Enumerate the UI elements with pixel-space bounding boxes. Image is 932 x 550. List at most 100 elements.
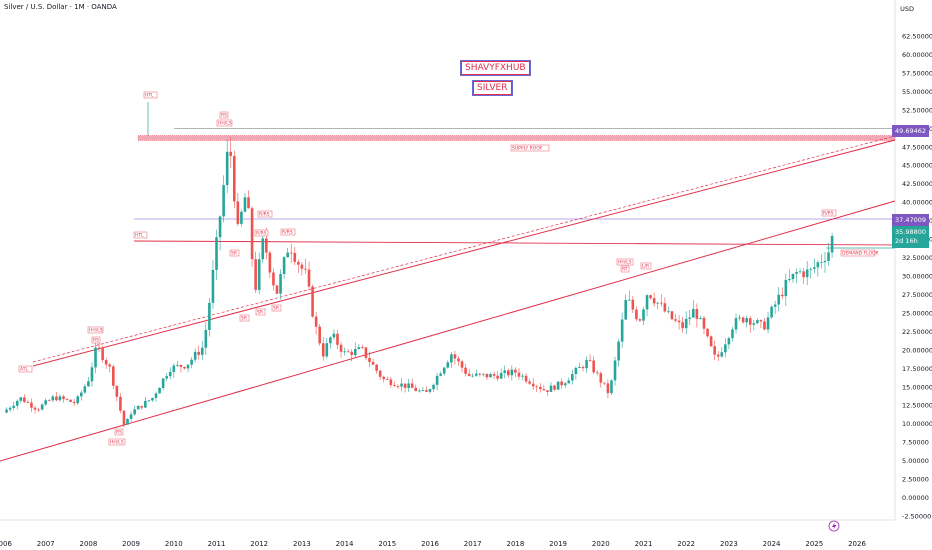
- rt-label: RT: [622, 267, 628, 273]
- y-tick-label: -2.50000: [902, 513, 931, 521]
- alert-bolt-icon[interactable]: [828, 520, 840, 532]
- y-tick-label: 10.00000: [902, 420, 932, 428]
- candle-body: [578, 367, 581, 368]
- resistance-price-label: 49.69462: [891, 125, 929, 137]
- x-tick-label: 2026: [848, 540, 866, 548]
- y-tick-label: 47.50000: [902, 143, 932, 151]
- candle-body: [236, 201, 240, 224]
- candle-body: [805, 269, 809, 278]
- author-badge: SHAVYFXHUB: [460, 60, 531, 76]
- candle-body: [770, 306, 773, 318]
- candle-body: [232, 155, 236, 202]
- rsr-label-2: R/RS: [256, 231, 267, 237]
- rs-sub-label: HH/LS: [218, 121, 232, 127]
- candle-body: [343, 351, 346, 353]
- candle-body: [692, 308, 695, 318]
- candle-body: [585, 360, 588, 369]
- candle-body: [432, 384, 435, 390]
- candle-body: [464, 367, 467, 374]
- candle-body: [734, 318, 738, 330]
- y-tick-label: 55.00000: [902, 88, 932, 96]
- candle-body: [442, 367, 446, 374]
- candle-body: [279, 274, 282, 294]
- y-tick-label: 60.00000: [902, 51, 932, 59]
- candle-body: [699, 317, 702, 319]
- candle-body: [813, 267, 816, 269]
- y-tick-label: 52.50000: [902, 106, 932, 114]
- candle-body: [603, 382, 606, 384]
- supply-roof-zone: [137, 135, 896, 141]
- candle-body: [435, 375, 439, 385]
- candle-body: [158, 387, 161, 394]
- candle-body: [250, 208, 254, 260]
- candle-body: [788, 279, 791, 280]
- y-tick-label: 17.50000: [902, 365, 932, 373]
- time-axis[interactable]: 2006 2007 2008 2009 2010 2011 2012 2013 2014 2015…: [0, 540, 866, 548]
- y-tick-label: 7.50000: [902, 439, 929, 447]
- candle-body: [225, 151, 229, 186]
- x-tick-label: 2025: [805, 540, 823, 548]
- sr-label-4: SR: [273, 306, 279, 312]
- candle-body: [535, 386, 539, 388]
- candle-body: [375, 364, 378, 371]
- candle-body: [133, 409, 136, 415]
- currency-label[interactable]: USD: [900, 5, 914, 13]
- candle-body: [183, 366, 186, 369]
- candle-body: [517, 372, 521, 377]
- candle-body: [165, 376, 168, 379]
- candle-body: [763, 321, 766, 330]
- candle-body: [592, 360, 595, 373]
- candle-body: [222, 185, 225, 217]
- candle-body: [567, 380, 571, 384]
- candle-body: [204, 329, 208, 348]
- price-axis[interactable]: 62.50000 60.00000 57.50000 55.00000 52.50000…: [902, 33, 932, 521]
- x-tick-label: 2014: [336, 540, 354, 548]
- candle-body: [211, 269, 215, 303]
- candle-body: [268, 252, 272, 273]
- candle-body: [784, 279, 788, 297]
- candle-body: [695, 308, 699, 319]
- candle-body: [168, 371, 172, 377]
- candle-body: [709, 336, 713, 347]
- candle-body: [798, 271, 802, 273]
- candle-body: [766, 317, 770, 330]
- candle-body: [161, 378, 165, 388]
- candle-body: [777, 294, 781, 305]
- asset-badge: SILVER: [472, 80, 513, 96]
- y-tick-label: 40.00000: [902, 199, 932, 207]
- candle-body: [674, 319, 677, 321]
- candle-body: [521, 375, 524, 377]
- candle-body: [321, 343, 325, 357]
- candle-body: [396, 386, 400, 387]
- candle-body: [802, 271, 805, 278]
- candle-body: [752, 323, 756, 325]
- candle-body: [386, 379, 389, 380]
- candle-body: [649, 295, 652, 299]
- candle-body: [261, 238, 265, 260]
- candle-body: [684, 318, 688, 329]
- candle-body: [325, 343, 329, 357]
- candle-body: [190, 359, 193, 365]
- candle-body: [129, 414, 133, 419]
- candle-body: [151, 397, 154, 401]
- rsr-label-3: R/RS: [282, 230, 293, 236]
- candle-body: [816, 262, 820, 268]
- candle-body: [724, 344, 727, 353]
- sr-label-1: SR: [231, 251, 237, 257]
- candle-body: [311, 286, 314, 317]
- symbol-title[interactable]: Silver / U.S. Dollar · 1M · OANDA: [4, 3, 117, 11]
- y-tick-label: 57.50000: [902, 69, 932, 77]
- candle-body: [531, 383, 535, 387]
- candle-body: [656, 302, 660, 304]
- candle-body: [588, 360, 592, 361]
- candle-body: [112, 366, 115, 386]
- y-tick-label: 25.00000: [902, 309, 932, 317]
- x-tick-label: 2012: [250, 540, 268, 548]
- candle-body: [33, 407, 37, 410]
- hh-ls-2020-label: HH/LS: [618, 260, 632, 266]
- candle-body: [460, 361, 464, 368]
- rs-label: RS: [221, 113, 227, 119]
- candle-body: [446, 362, 450, 368]
- candle-body: [407, 383, 410, 388]
